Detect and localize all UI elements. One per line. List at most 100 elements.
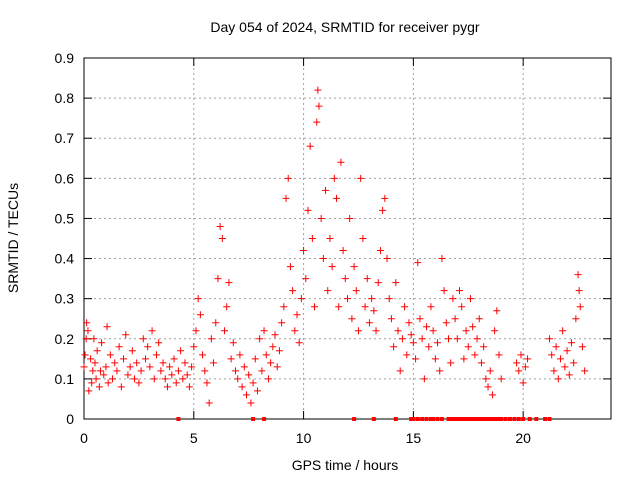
data-point [85,387,93,395]
data-point [179,375,187,383]
data-point-zero [446,417,451,421]
data-point [559,327,567,335]
axis-ticks [83,57,611,420]
data-point [515,367,523,375]
data-point-zero [547,417,552,421]
data-marks [80,86,589,421]
data-point [152,351,160,359]
data-point-zero [507,417,512,421]
data-point [574,271,582,279]
data-point [221,327,229,335]
data-point [398,335,406,343]
data-point [451,315,459,323]
data-point-zero [486,417,491,421]
data-point [238,383,246,391]
x-tick-label: 0 [80,430,88,446]
data-point [517,351,525,359]
data-point [139,335,147,343]
data-point [131,375,139,383]
data-point-zero [393,417,398,421]
data-point [120,355,128,363]
data-point-zero [516,417,521,421]
data-point [475,315,483,323]
data-point [352,287,360,295]
y-tick-label: 0.7 [55,130,75,146]
data-point [293,311,301,319]
data-point [150,375,158,383]
data-point [392,279,400,287]
y-tick-label: 0.3 [55,291,75,307]
data-point-zero [262,417,267,421]
data-point [128,347,136,355]
y-tick-label: 0.2 [55,331,75,347]
data-point [163,383,171,391]
data-point-zero [176,417,181,421]
data-point [300,247,308,255]
data-point [322,186,330,194]
data-point [563,347,571,355]
data-point [357,174,365,182]
data-point-zero [415,417,420,421]
data-point-zero [479,417,484,421]
data-point [341,275,349,283]
data-point-zero [492,417,497,421]
data-point [556,355,564,363]
data-point [199,351,207,359]
data-point [264,375,272,383]
data-point [370,307,378,315]
data-point [396,367,404,375]
data-point [405,319,413,327]
data-point-zero [431,417,436,421]
data-point [278,319,286,327]
data-point [88,379,96,387]
data-point [495,351,503,359]
data-point [434,339,442,347]
data-point [223,303,231,311]
data-point [368,295,376,303]
data-point [227,355,235,363]
data-point-zero [527,417,532,421]
data-point [381,194,389,202]
data-point [212,319,220,327]
data-point [242,391,250,399]
data-point [471,351,479,359]
data-point [311,303,319,311]
data-point [232,367,240,375]
data-point [576,303,584,311]
data-point [333,194,341,202]
data-point [427,303,435,311]
data-point [546,335,554,343]
data-point [83,319,91,327]
data-point [240,363,248,371]
data-point-zero [466,417,471,421]
data-point [289,287,297,295]
data-point [403,351,411,359]
data-point [308,235,316,242]
data-point [247,399,255,407]
data-point [445,335,453,343]
y-tick-label: 0.4 [55,251,75,267]
data-point [477,359,485,367]
data-point [106,351,114,359]
data-point-zero [352,417,357,421]
data-point [183,371,191,379]
data-point [159,359,167,367]
data-point [416,315,424,323]
data-point [484,383,492,391]
data-point-zero [488,417,493,421]
data-point [210,359,218,367]
data-point-zero [494,417,499,421]
data-point [442,319,450,327]
data-point [137,367,145,375]
data-point [565,371,573,379]
data-point [214,275,222,283]
y-tick-label: 0.6 [55,170,75,186]
data-point-zero [497,417,502,421]
data-point [458,303,466,311]
data-point [383,255,391,263]
x-tick-label: 20 [515,430,531,446]
data-point [98,339,106,347]
data-point [168,371,176,379]
data-point [480,343,488,351]
data-point [348,315,356,323]
